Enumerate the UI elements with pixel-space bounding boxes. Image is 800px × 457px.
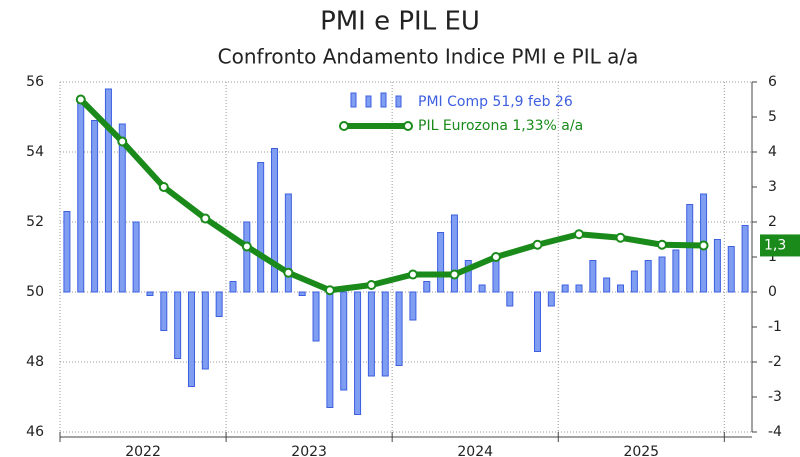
legend-bar-icon xyxy=(395,95,402,108)
end-label: 1,3 xyxy=(764,237,786,253)
bar xyxy=(478,284,486,293)
y-tick-label: 50 xyxy=(26,284,44,300)
x-tick-label: 2022 xyxy=(125,444,161,457)
gdp-point xyxy=(449,269,460,280)
bar xyxy=(437,232,445,293)
x-tick-label: 2025 xyxy=(623,444,659,457)
bar xyxy=(617,284,625,293)
bar xyxy=(506,291,514,307)
bar xyxy=(354,291,362,415)
bar xyxy=(575,284,583,293)
y2-tick-label: 2 xyxy=(768,214,777,230)
bar xyxy=(533,291,541,352)
y2-tick-label: -4 xyxy=(768,424,782,440)
gdp-point xyxy=(200,213,211,224)
bar xyxy=(298,291,306,296)
bar xyxy=(367,291,375,377)
bar xyxy=(561,284,569,293)
bar xyxy=(492,256,500,293)
chart-subtitle: Confronto Andamento Indice PMI e PIL a/a xyxy=(218,45,639,69)
y2-tick-label: -3 xyxy=(768,389,782,405)
bar xyxy=(464,260,472,293)
legend-bar-icon xyxy=(365,95,372,108)
gdp-line xyxy=(78,97,704,294)
bar xyxy=(215,291,223,317)
gdp-point xyxy=(698,240,709,251)
gdp-point xyxy=(75,94,86,105)
bar xyxy=(284,193,292,293)
bar xyxy=(672,249,680,293)
bar xyxy=(547,291,555,307)
bar xyxy=(257,162,265,293)
y2-tick-label: 5 xyxy=(768,109,777,125)
gdp-point xyxy=(657,239,668,250)
bar xyxy=(644,260,652,293)
gdp-point xyxy=(283,267,294,278)
y2-tick-label: -1 xyxy=(768,319,782,335)
bar xyxy=(630,270,638,293)
end-label-box xyxy=(760,234,800,257)
bar xyxy=(174,291,182,359)
gdp-point xyxy=(366,280,377,290)
y-tick-label: 48 xyxy=(26,354,44,370)
legend-label: PIL Eurozona 1,33% a/a xyxy=(418,118,583,134)
y2-tick-label: 3 xyxy=(768,179,777,195)
gdp-point xyxy=(117,136,128,147)
bar xyxy=(132,221,140,293)
y2-tick-label: 6 xyxy=(768,74,777,90)
bar xyxy=(271,148,279,293)
chart-title: PMI e PIL EU xyxy=(320,7,480,37)
bar xyxy=(63,211,71,293)
y2-tick-label: -2 xyxy=(768,354,782,370)
bar xyxy=(118,123,126,293)
gdp-point xyxy=(574,229,584,240)
gdp-point xyxy=(407,269,418,280)
bar xyxy=(146,291,154,296)
bar xyxy=(741,225,749,293)
gdp-point xyxy=(532,239,543,250)
bar xyxy=(450,214,458,293)
x-tick-label: 2023 xyxy=(291,444,327,457)
bar xyxy=(312,291,320,342)
bar xyxy=(381,291,389,377)
bar xyxy=(91,120,99,293)
legend-bar-icon xyxy=(350,92,357,108)
bar xyxy=(77,99,85,293)
y-tick-label: 46 xyxy=(26,424,44,440)
bar xyxy=(229,281,237,293)
legend-marker xyxy=(339,121,349,131)
legend-marker xyxy=(403,121,413,131)
bar xyxy=(727,246,735,293)
bar xyxy=(160,291,168,331)
gdp-point xyxy=(615,232,626,243)
gdp-point xyxy=(324,285,335,296)
bar xyxy=(713,239,721,293)
bar xyxy=(243,221,251,293)
bar xyxy=(409,291,417,321)
bar xyxy=(201,291,209,370)
bar xyxy=(395,291,403,366)
y2-tick-label: 0 xyxy=(768,284,777,300)
y2-tick-label: 1 xyxy=(768,249,777,265)
bar xyxy=(326,291,334,408)
bar xyxy=(104,88,112,293)
bar xyxy=(423,281,431,293)
bar xyxy=(187,291,195,387)
gdp-point xyxy=(241,241,252,252)
bar xyxy=(658,256,666,293)
y2-tick-label: 4 xyxy=(768,144,777,160)
legend-bar-icon xyxy=(380,92,387,108)
y-tick-label: 54 xyxy=(26,144,44,160)
bar xyxy=(340,291,348,391)
legend-label: PMI Comp 51,9 feb 26 xyxy=(418,94,573,110)
gdp-point xyxy=(490,252,501,262)
y-tick-label: 56 xyxy=(26,74,44,90)
y-tick-label: 52 xyxy=(26,214,44,230)
bar xyxy=(603,277,611,293)
bar xyxy=(589,260,597,293)
x-tick-label: 2024 xyxy=(457,444,493,457)
gdp-point xyxy=(158,182,169,192)
